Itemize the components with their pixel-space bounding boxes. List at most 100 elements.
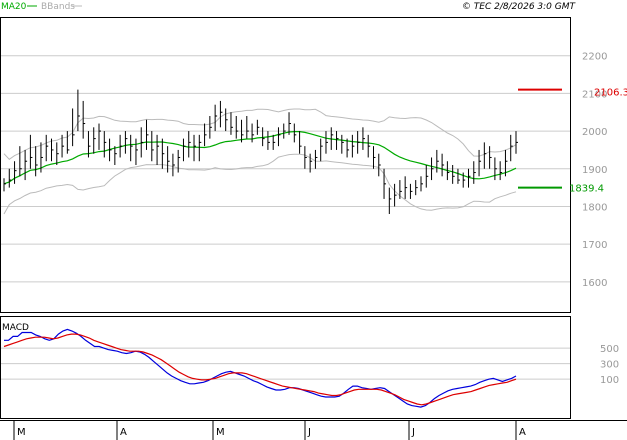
ohlc-bar <box>3 178 6 192</box>
ohlc-bar <box>267 131 270 150</box>
ohlc-bar <box>504 149 508 177</box>
ohlc-bar <box>478 149 482 177</box>
ohlc-bar <box>309 153 313 173</box>
ohlc-bar <box>378 153 381 177</box>
ohlc-bar <box>372 146 376 169</box>
ohlc-bar <box>182 138 186 162</box>
ohlc-bar <box>362 127 365 150</box>
ohlc-bar <box>320 138 323 162</box>
ohlc-bar <box>124 131 128 154</box>
macd-y-ticks: 500 300 100 <box>600 344 619 386</box>
ohlc-bar <box>457 168 460 184</box>
ohlc-bar <box>235 116 239 139</box>
ohlc-bars <box>3 89 518 214</box>
ohlc-bar <box>425 165 429 188</box>
ohlc-bar <box>161 138 165 169</box>
ohlc-bar <box>515 131 518 154</box>
ohlc-bar <box>462 172 466 188</box>
copyright-timestamp: © TEC 2/8/2026 3:0 GMT <box>462 2 577 12</box>
macd-title: MACD <box>2 323 29 333</box>
ohlc-bar <box>367 134 371 158</box>
ohlc-bar <box>219 100 223 128</box>
price-y-tick-label: 2100 <box>582 89 607 100</box>
macd-line <box>4 328 517 408</box>
ohlc-bar <box>167 146 170 173</box>
ohlc-bar <box>399 180 402 199</box>
ohlc-bar <box>93 127 96 154</box>
x-tick-label: M <box>17 427 26 438</box>
ohlc-bar <box>66 131 70 154</box>
ohlc-bar <box>330 127 334 150</box>
price-y-tick-label: 1900 <box>582 165 607 176</box>
ohlc-bar <box>14 161 17 184</box>
ohlc-bar <box>436 149 439 173</box>
price-y-tick-label: 1800 <box>582 202 607 213</box>
ohlc-bar <box>24 149 28 181</box>
macd-y-tick-label: 300 <box>600 360 619 371</box>
ohlc-bar <box>446 161 450 181</box>
ohlc-bar <box>510 134 513 162</box>
ohlc-bar <box>230 112 233 135</box>
ohlc-bar <box>19 146 22 177</box>
ohlc-bar <box>77 89 80 132</box>
ohlc-bar <box>394 183 397 207</box>
ohlc-bar <box>431 157 434 181</box>
ma20-polyline <box>3 131 517 185</box>
ohlc-bar <box>82 100 86 139</box>
ohlc-bar <box>293 123 297 143</box>
ohlc-bar <box>489 146 492 169</box>
macd-y-tick-label: 500 <box>600 344 619 355</box>
ohlc-bar <box>225 108 228 132</box>
x-tick-label: J <box>411 427 415 438</box>
ohlc-bar <box>56 142 59 165</box>
ohlc-bar <box>109 138 112 162</box>
ohlc-bar <box>246 116 249 139</box>
ohlc-bar <box>415 180 418 196</box>
ohlc-bar <box>8 168 12 188</box>
ohlc-bar <box>61 134 65 158</box>
ohlc-bar <box>283 123 286 139</box>
resistance-label: 2106.3 <box>594 88 627 99</box>
ohlc-bar <box>325 131 328 154</box>
ohlc-bar <box>241 119 244 143</box>
price-y-tick-label: 1700 <box>582 240 607 251</box>
ohlc-bar <box>473 161 476 184</box>
ohlc-bar <box>40 142 43 173</box>
x-tick-label: A <box>519 427 526 438</box>
ohlc-bar <box>51 138 54 162</box>
ohlc-bar <box>146 119 149 150</box>
ohlc-bar <box>388 187 392 214</box>
macd-grid <box>1 347 570 380</box>
ohlc-bar <box>499 161 503 181</box>
ohlc-bar <box>151 131 154 162</box>
ohlc-bar <box>98 123 102 150</box>
ohlc-bar <box>172 153 175 177</box>
ohlc-bar <box>452 165 455 184</box>
ohlc-bar <box>103 131 107 158</box>
ohlc-bar <box>336 131 339 150</box>
ohlc-bar <box>272 134 276 150</box>
ohlc-bar <box>494 157 497 181</box>
ohlc-bar <box>483 142 487 169</box>
x-tick-label: M <box>216 427 225 438</box>
ohlc-bar <box>29 134 33 169</box>
price-panel-frame <box>0 17 571 313</box>
ohlc-bar <box>299 131 302 154</box>
ohlc-bar <box>72 108 75 147</box>
price-y-ticks: 2200 2100 2000 1900 1800 1700 1600 <box>582 52 607 289</box>
macd-panel-frame <box>0 316 571 419</box>
ohlc-bar <box>404 176 408 199</box>
ohlc-bar <box>193 134 197 162</box>
ohlc-bar <box>214 104 218 132</box>
price-y-tick-label: 2200 <box>582 52 607 63</box>
ohlc-bar <box>198 134 202 162</box>
ohlc-bar <box>35 146 38 177</box>
ohlc-bar <box>351 134 355 158</box>
ohlc-bar <box>45 134 49 162</box>
support-label: 1839.4 <box>569 184 604 195</box>
ohlc-bar <box>314 149 318 169</box>
ohlc-bar <box>177 149 181 173</box>
ohlc-bar <box>256 119 260 135</box>
